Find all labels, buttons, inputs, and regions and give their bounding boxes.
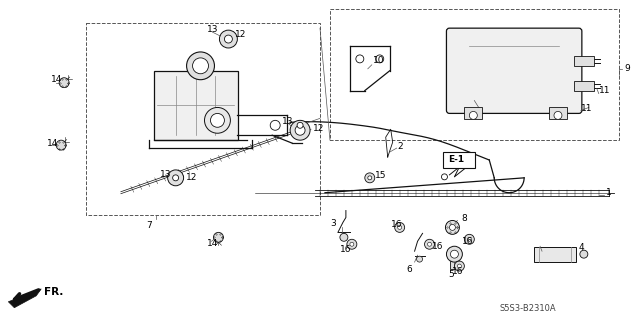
Text: 14: 14: [51, 75, 63, 84]
Circle shape: [580, 250, 588, 258]
Bar: [451, 261, 458, 269]
Text: 13: 13: [160, 170, 171, 179]
Text: 7: 7: [146, 221, 152, 230]
Text: 2: 2: [397, 142, 403, 151]
Circle shape: [340, 234, 348, 241]
Bar: [154, 71, 238, 140]
Circle shape: [187, 52, 214, 80]
Circle shape: [454, 261, 465, 271]
Bar: [465, 108, 483, 119]
Text: 5: 5: [449, 271, 454, 279]
Text: 4: 4: [579, 243, 584, 252]
Circle shape: [214, 232, 223, 242]
Text: 1: 1: [605, 188, 611, 197]
Circle shape: [447, 246, 462, 262]
Circle shape: [168, 170, 184, 186]
Text: 12: 12: [236, 30, 247, 39]
Bar: [330, 9, 619, 140]
Bar: [574, 81, 594, 91]
Polygon shape: [8, 289, 41, 308]
Text: 9: 9: [625, 64, 630, 73]
Bar: [86, 23, 320, 214]
Text: 12: 12: [313, 124, 324, 133]
Circle shape: [347, 239, 357, 249]
Circle shape: [554, 111, 562, 119]
Circle shape: [350, 242, 354, 246]
Circle shape: [205, 108, 230, 133]
Circle shape: [59, 78, 69, 88]
Circle shape: [424, 239, 435, 249]
Text: 16: 16: [390, 220, 402, 229]
Text: 12: 12: [186, 173, 197, 182]
Text: 14: 14: [47, 139, 59, 148]
Circle shape: [368, 176, 372, 180]
Text: 13: 13: [207, 25, 218, 33]
Text: 16: 16: [431, 242, 443, 251]
Circle shape: [56, 140, 66, 150]
Circle shape: [397, 226, 402, 229]
Text: 14: 14: [207, 239, 218, 248]
Text: 8: 8: [461, 214, 467, 223]
Bar: [549, 108, 567, 119]
Circle shape: [445, 220, 460, 234]
Text: S5S3-B2310A: S5S3-B2310A: [499, 304, 556, 313]
Text: 16: 16: [452, 266, 464, 276]
Circle shape: [225, 35, 232, 43]
Circle shape: [449, 225, 456, 230]
Circle shape: [469, 111, 477, 119]
Circle shape: [220, 30, 237, 48]
Text: FR.: FR.: [44, 287, 63, 297]
Circle shape: [376, 55, 384, 63]
Text: 3: 3: [330, 219, 336, 228]
Circle shape: [211, 114, 225, 127]
Text: 15: 15: [375, 171, 387, 180]
Circle shape: [451, 250, 458, 258]
Circle shape: [458, 264, 461, 268]
Circle shape: [270, 120, 280, 130]
Circle shape: [356, 55, 364, 63]
FancyBboxPatch shape: [447, 28, 582, 114]
Text: 11: 11: [581, 104, 593, 113]
Circle shape: [465, 234, 474, 244]
Circle shape: [442, 174, 447, 180]
Text: 16: 16: [462, 237, 474, 246]
Bar: [534, 247, 576, 262]
Circle shape: [290, 120, 310, 140]
Circle shape: [193, 58, 209, 74]
Text: 6: 6: [406, 264, 412, 273]
FancyBboxPatch shape: [444, 152, 476, 168]
Circle shape: [297, 122, 303, 128]
Circle shape: [295, 125, 305, 135]
Text: E-1: E-1: [449, 155, 465, 165]
Text: 11: 11: [599, 86, 611, 95]
Circle shape: [417, 256, 422, 262]
Bar: [574, 56, 594, 66]
Text: 16: 16: [340, 245, 351, 254]
Text: 10: 10: [372, 56, 384, 65]
Text: 13: 13: [282, 117, 294, 126]
Circle shape: [395, 222, 404, 232]
Circle shape: [173, 175, 179, 181]
Circle shape: [428, 242, 431, 246]
Circle shape: [467, 237, 471, 241]
Circle shape: [365, 173, 375, 183]
